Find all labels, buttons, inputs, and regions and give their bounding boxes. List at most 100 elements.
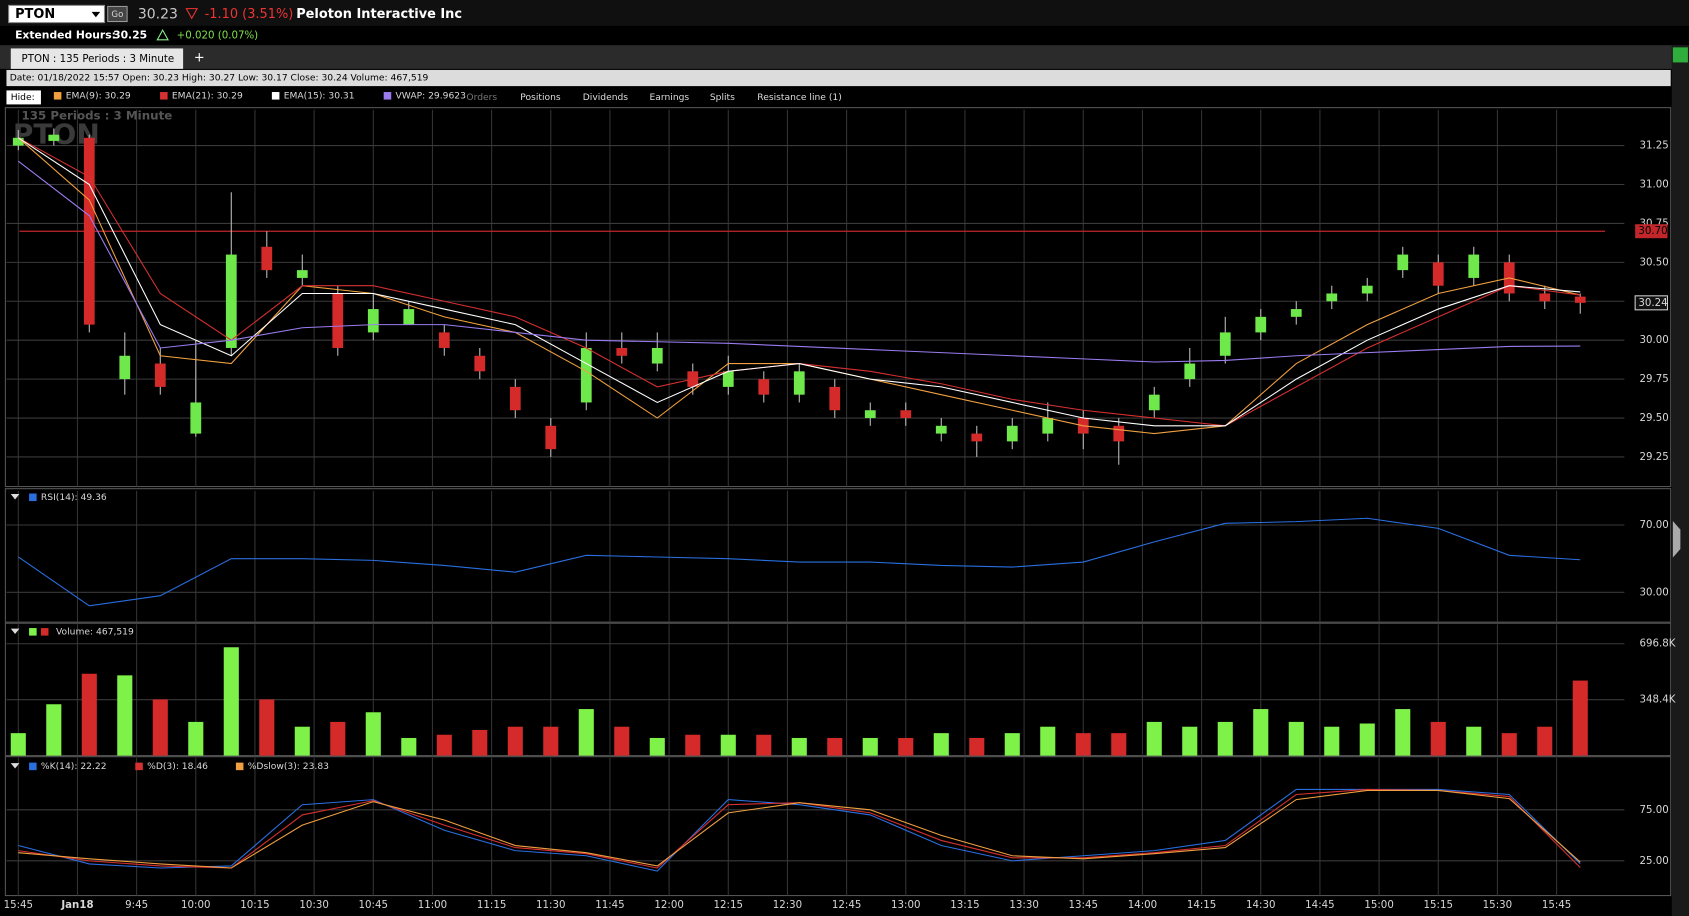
toggle[interactable]: Orders [466,93,497,103]
volume-bar [365,712,381,756]
quote-bar [0,0,1689,26]
volume-bar [862,737,878,756]
side-button[interactable] [1672,47,1688,63]
dropdown-arrow[interactable] [91,11,101,18]
x-tick-label: 15:30 [1483,900,1512,911]
y-tick-label: 696.8K [1639,639,1675,650]
volume-bar [1146,721,1162,756]
candle-body [438,332,450,348]
volume-bar [1075,733,1091,756]
volume-bar [472,729,488,756]
x-tick-label: 9:45 [125,900,148,911]
collapse-arrow [10,763,20,769]
bar-info: Date: 01/18/2022 15:57 Open: 30.23 High:… [10,74,429,84]
x-tick-label: 14:15 [1187,900,1216,911]
volume-bar [1501,733,1517,756]
candle-body [1468,254,1480,278]
go-label[interactable]: Go [111,10,123,20]
panel-handle[interactable] [1672,520,1681,558]
volume-bar [1004,733,1020,756]
x-tick-label: 11:00 [418,900,447,911]
add-tab[interactable]: + [194,51,205,66]
legend-label: EMA(15): 30.31 [284,91,355,101]
volume-bar [969,737,985,756]
toggle[interactable]: Positions [520,93,561,103]
resistance-tag-label: 30.70 [1638,226,1667,237]
volume-bar [188,721,204,756]
series-line [18,789,1581,869]
extended-change: +0.020 (0.07%) [177,31,259,42]
x-tick-label: 13:00 [891,900,920,911]
hide-button[interactable] [6,90,41,105]
candle-body [971,433,983,442]
candle-body [1006,425,1018,442]
volume-bar [1572,680,1588,756]
y-tick-label: 75.00 [1639,805,1668,816]
toggle[interactable]: Dividends [583,93,629,103]
y-tick-label: 70.00 [1639,520,1668,531]
candle-body [616,347,628,356]
series-line [17,137,1581,427]
volume-bar [1182,726,1198,756]
toggle[interactable]: Earnings [650,93,690,103]
candle-body [1290,309,1302,317]
candle-body [83,137,95,325]
y-tick-label: 31.00 [1639,180,1668,191]
y-tick-label: 30.00 [1639,587,1668,598]
symbol-dropdown[interactable] [8,4,106,24]
company-name: Peloton Interactive Inc [296,7,462,22]
volume-bar [1111,733,1127,756]
panel: 25.00 75.00 15:45 Jan18 9:45 10:00 10:15 10:30 1… [4,757,1669,911]
volume-bar [720,734,736,756]
chart-tab[interactable] [10,48,184,69]
tab-label[interactable]: PTON : 135 Periods : 3 Minute [22,54,175,65]
volume-bar [578,709,594,756]
candle-body [1326,293,1338,302]
rsi-frame [4,488,1672,623]
x-tick-label: 10:30 [299,900,328,911]
candle-body [1397,254,1409,271]
toggle[interactable]: Splits [710,93,735,103]
candle-body [1148,394,1160,411]
toggle[interactable]: Resistance line (1) [757,93,842,103]
candle-body [119,355,131,380]
legend-swatch [29,493,37,502]
candle-body [48,134,60,141]
candle-body [651,347,663,364]
candle-body [1539,293,1551,302]
candle-body [935,425,947,434]
y-tick-label: 30.50 [1639,257,1668,268]
last-price-tag [1634,295,1668,311]
y-tick-label: 29.75 [1639,374,1668,385]
volume-bar [436,734,452,756]
price-change: -1.10 (3.51%) [205,7,294,22]
symbol[interactable]: PTON [15,7,55,22]
volume-bar [401,737,417,756]
legend-label: RSI(14): 49.36 [41,493,107,503]
x-tick-label: 15:45 [1542,900,1571,911]
volume-bar [1430,721,1446,756]
series-line [17,160,1581,363]
legend-swatch [383,92,392,100]
candle-body [829,386,841,411]
hide-label[interactable]: Hide: [11,93,35,103]
candle-body [367,309,379,333]
legend-label: %D(3): 18.46 [147,762,208,772]
legend-label: %Dslow(3): 23.83 [248,762,329,772]
volume-bar [791,737,807,756]
info-bar [6,69,1671,87]
y-tick-label: 29.50 [1639,413,1668,424]
candle-body [225,254,237,348]
x-tick-label: 10:45 [359,900,388,911]
volume-bar [1253,709,1269,756]
extended-label: Extended Hours: [15,29,116,42]
panel: 348.4K 696.8K Volume: 467,519 [6,624,1676,756]
x-tick-label: 11:15 [477,900,506,911]
legend-label: VWAP: 29.9623 [396,91,467,101]
y-tick-label: 348.4K [1639,695,1675,706]
legend-swatch [135,762,143,771]
go-button[interactable] [107,5,128,23]
volume-bar [649,737,665,756]
legend-swatch [235,762,244,771]
